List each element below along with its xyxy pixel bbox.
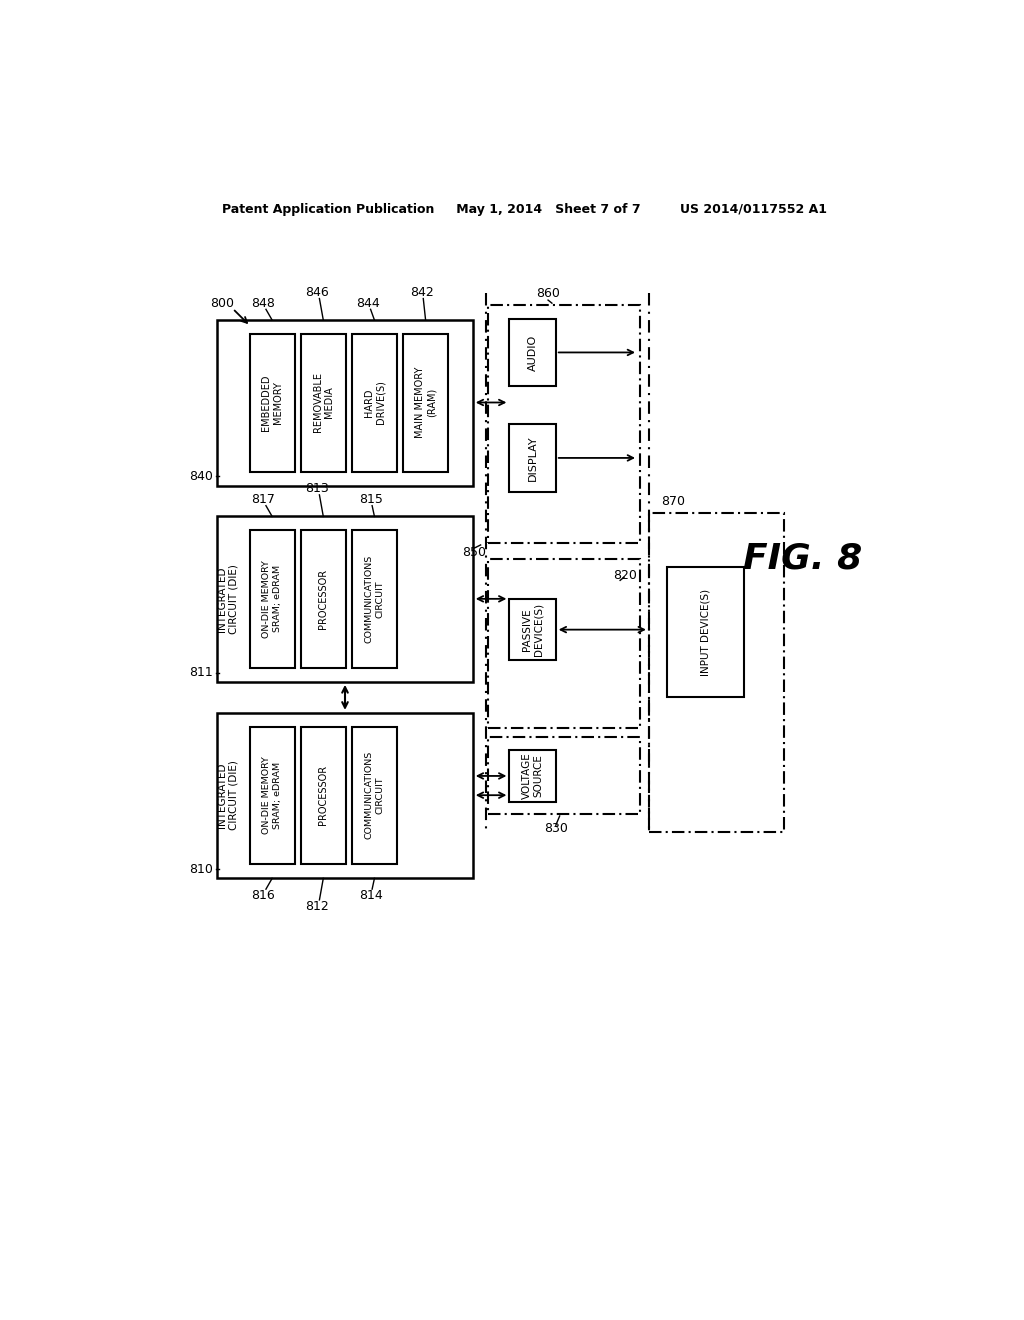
Text: 820: 820: [613, 569, 638, 582]
Text: PROCESSOR: PROCESSOR: [318, 766, 329, 825]
Text: 846: 846: [305, 286, 329, 298]
Bar: [301, 726, 346, 865]
Bar: [352, 531, 397, 668]
Text: ON-DIE MEMORY
SRAM; eDRAM: ON-DIE MEMORY SRAM; eDRAM: [262, 560, 282, 638]
Text: 811: 811: [189, 667, 213, 680]
Text: 844: 844: [356, 297, 380, 310]
Text: MAIN MEMORY
(RAM): MAIN MEMORY (RAM): [415, 367, 436, 438]
Bar: [488, 305, 640, 544]
Text: EMBEDDED
MEMORY: EMBEDDED MEMORY: [261, 375, 283, 430]
Bar: [509, 599, 556, 660]
Text: 817: 817: [251, 492, 274, 506]
Bar: [250, 334, 295, 471]
Text: 840: 840: [189, 470, 213, 483]
Text: INTEGRATED
CIRCUIT (DIE): INTEGRATED CIRCUIT (DIE): [217, 564, 239, 634]
Bar: [301, 531, 346, 668]
Text: PROCESSOR: PROCESSOR: [318, 569, 329, 628]
Text: COMMUNICATIONS
CIRCUIT: COMMUNICATIONS CIRCUIT: [365, 554, 384, 643]
Text: INPUT DEVICE(S): INPUT DEVICE(S): [700, 589, 711, 676]
Bar: [217, 713, 473, 878]
Bar: [667, 566, 744, 697]
Bar: [217, 321, 473, 486]
Text: REMOVABLE
MEDIA: REMOVABLE MEDIA: [312, 372, 334, 433]
Text: 814: 814: [358, 888, 382, 902]
Text: 850: 850: [463, 546, 486, 560]
Bar: [301, 334, 346, 471]
Text: 812: 812: [305, 899, 329, 912]
Bar: [217, 516, 473, 682]
Bar: [250, 531, 295, 668]
Text: 870: 870: [662, 495, 686, 508]
Text: 830: 830: [544, 822, 567, 834]
Text: 800: 800: [211, 297, 234, 310]
Bar: [488, 738, 640, 814]
Bar: [352, 334, 397, 471]
Text: DISPLAY: DISPLAY: [527, 436, 538, 480]
Text: COMMUNICATIONS
CIRCUIT: COMMUNICATIONS CIRCUIT: [365, 751, 384, 840]
Text: Patent Application Publication     May 1, 2014   Sheet 7 of 7         US 2014/01: Patent Application Publication May 1, 20…: [222, 203, 827, 216]
Text: ON-DIE MEMORY
SRAM; eDRAM: ON-DIE MEMORY SRAM; eDRAM: [262, 756, 282, 834]
Bar: [509, 318, 556, 387]
Bar: [250, 726, 295, 865]
Text: 813: 813: [305, 482, 329, 495]
Text: 860: 860: [537, 288, 560, 301]
Text: 848: 848: [251, 297, 274, 310]
Bar: [403, 334, 449, 471]
Text: FIG. 8: FIG. 8: [742, 541, 862, 576]
Text: 810: 810: [189, 862, 213, 875]
Text: AUDIO: AUDIO: [527, 334, 538, 371]
Text: 842: 842: [410, 286, 433, 298]
Text: INTEGRATED
CIRCUIT (DIE): INTEGRATED CIRCUIT (DIE): [217, 760, 239, 830]
Bar: [649, 512, 784, 832]
Text: VOLTAGE
SOURCE: VOLTAGE SOURCE: [522, 752, 544, 800]
Text: 815: 815: [358, 492, 383, 506]
Text: 816: 816: [251, 888, 274, 902]
Bar: [352, 726, 397, 865]
Bar: [488, 558, 640, 729]
Text: PASSIVE
DEVICE(S): PASSIVE DEVICE(S): [522, 603, 544, 656]
Text: HARD
DRIVE(S): HARD DRIVE(S): [364, 380, 385, 425]
Bar: [509, 750, 556, 803]
Bar: [509, 424, 556, 492]
